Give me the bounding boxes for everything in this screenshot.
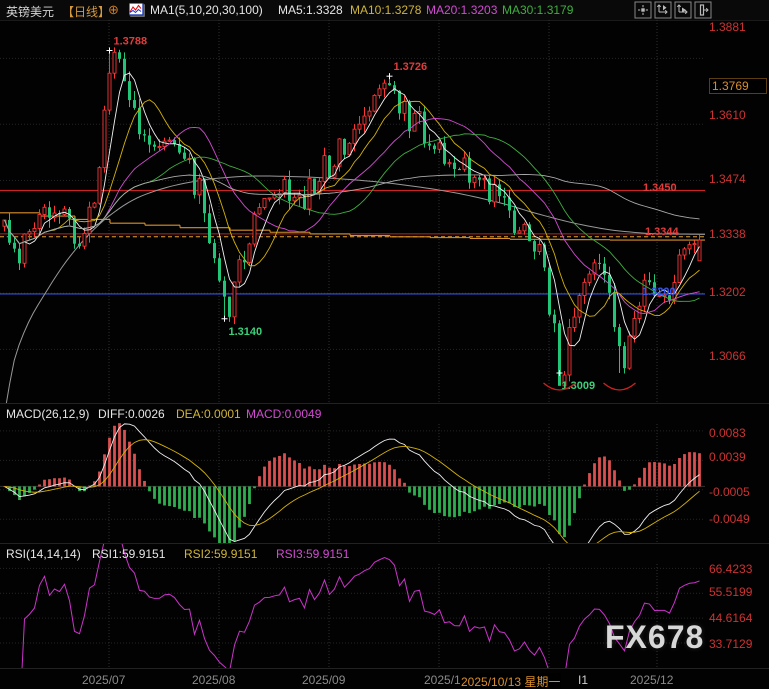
svg-text:1.3140: 1.3140: [229, 326, 263, 338]
svg-text:1.3009: 1.3009: [562, 380, 596, 392]
svg-text:1.3788: 1.3788: [114, 36, 148, 48]
svg-text:1.3726: 1.3726: [394, 61, 428, 73]
